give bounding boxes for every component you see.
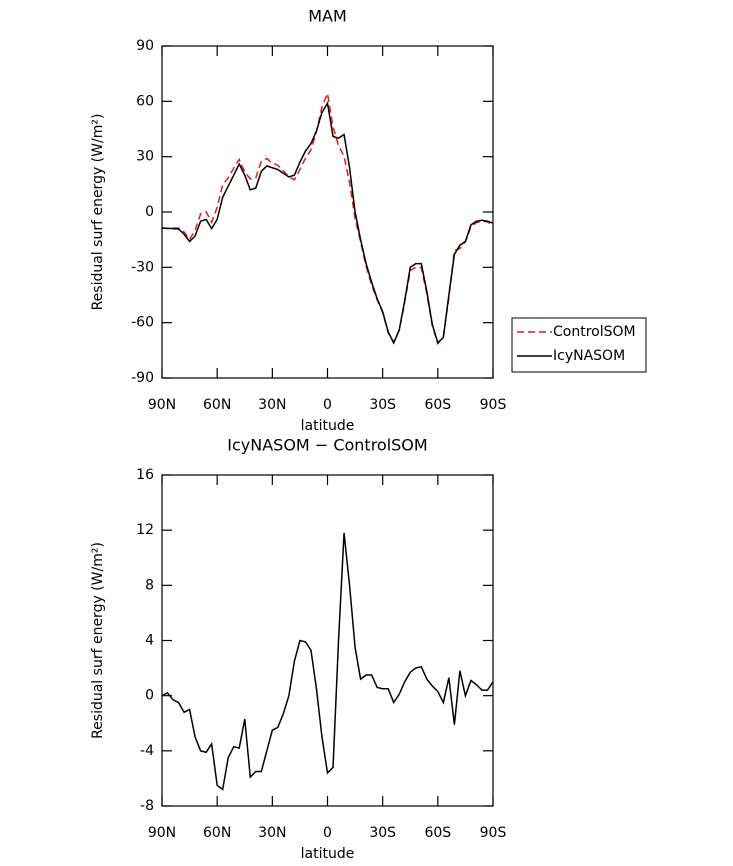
x-axis-label: latitude bbox=[301, 846, 355, 862]
x-tick-label: 90S bbox=[480, 397, 507, 413]
data-line bbox=[161, 101, 494, 345]
y-tick-label: 16 bbox=[136, 467, 154, 483]
x-tick-label: 30S bbox=[369, 825, 396, 841]
chart-title: MAM bbox=[308, 7, 347, 26]
x-tick-label: 60S bbox=[424, 825, 451, 841]
y-tick-label: 0 bbox=[145, 204, 154, 220]
x-tick-label: 30S bbox=[369, 397, 396, 413]
y-tick-label: -90 bbox=[131, 370, 154, 386]
y-tick-label: 8 bbox=[145, 577, 154, 593]
y-tick-label: -8 bbox=[140, 798, 154, 814]
x-tick-label: 30N bbox=[258, 825, 286, 841]
y-tick-label: 0 bbox=[145, 688, 154, 704]
legend-label: ControlSOM bbox=[553, 324, 636, 340]
x-tick-label: 30N bbox=[258, 397, 286, 413]
x-tick-label: 0 bbox=[323, 825, 332, 841]
legend-label: IcyNASOM bbox=[553, 348, 625, 364]
y-tick-label: -4 bbox=[140, 743, 154, 759]
y-tick-label: 30 bbox=[136, 149, 154, 165]
y-tick-label: 4 bbox=[145, 633, 154, 649]
y-axis-label: Residual surf energy (W/m²) bbox=[90, 542, 106, 739]
y-tick-label: 12 bbox=[136, 522, 154, 538]
x-tick-label: 60N bbox=[203, 397, 231, 413]
data-line bbox=[161, 90, 494, 346]
y-tick-label: -30 bbox=[131, 259, 154, 275]
chart-title: IcyNASOM − ControlSOM bbox=[227, 436, 427, 455]
y-tick-label: -60 bbox=[131, 315, 154, 331]
legend-box bbox=[511, 317, 647, 373]
x-tick-label: 0 bbox=[323, 397, 332, 413]
plot-frame bbox=[161, 474, 494, 807]
y-tick-label: 60 bbox=[136, 93, 154, 109]
x-tick-label: 60N bbox=[203, 825, 231, 841]
x-tick-label: 60S bbox=[424, 397, 451, 413]
y-axis-label: Residual surf energy (W/m²) bbox=[90, 114, 106, 311]
y-tick-label: 90 bbox=[136, 38, 154, 54]
x-tick-label: 90N bbox=[148, 825, 176, 841]
plot-frame bbox=[161, 45, 494, 379]
data-line bbox=[161, 532, 494, 791]
x-axis-label: latitude bbox=[301, 418, 355, 434]
x-tick-label: 90N bbox=[148, 397, 176, 413]
x-tick-label: 90S bbox=[480, 825, 507, 841]
